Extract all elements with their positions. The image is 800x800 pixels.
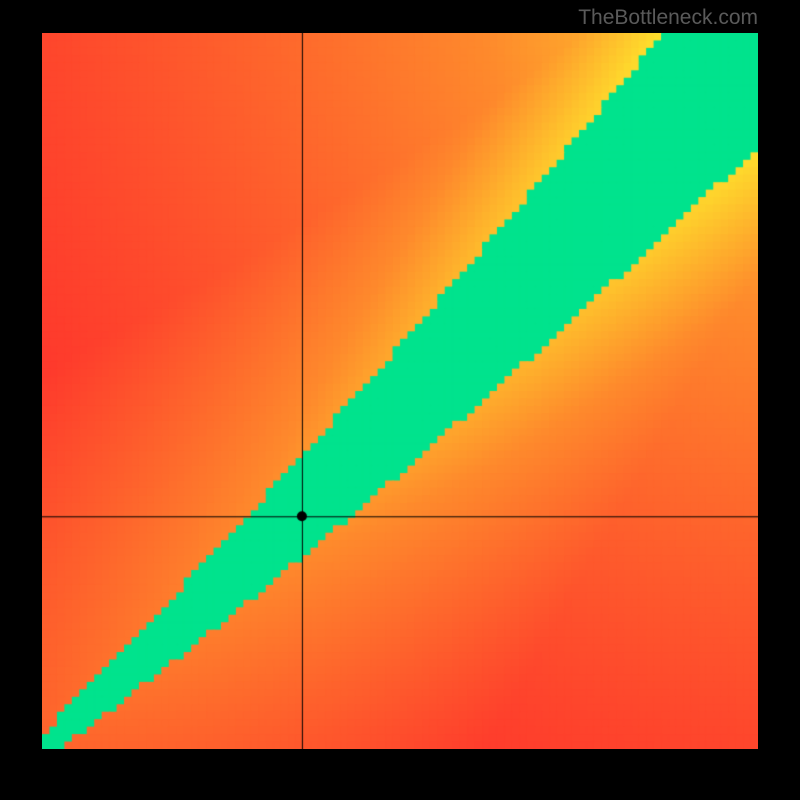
bottleneck-heatmap-plot [42, 33, 758, 749]
heatmap-canvas [42, 33, 758, 749]
watermark-text: TheBottleneck.com [578, 6, 758, 30]
